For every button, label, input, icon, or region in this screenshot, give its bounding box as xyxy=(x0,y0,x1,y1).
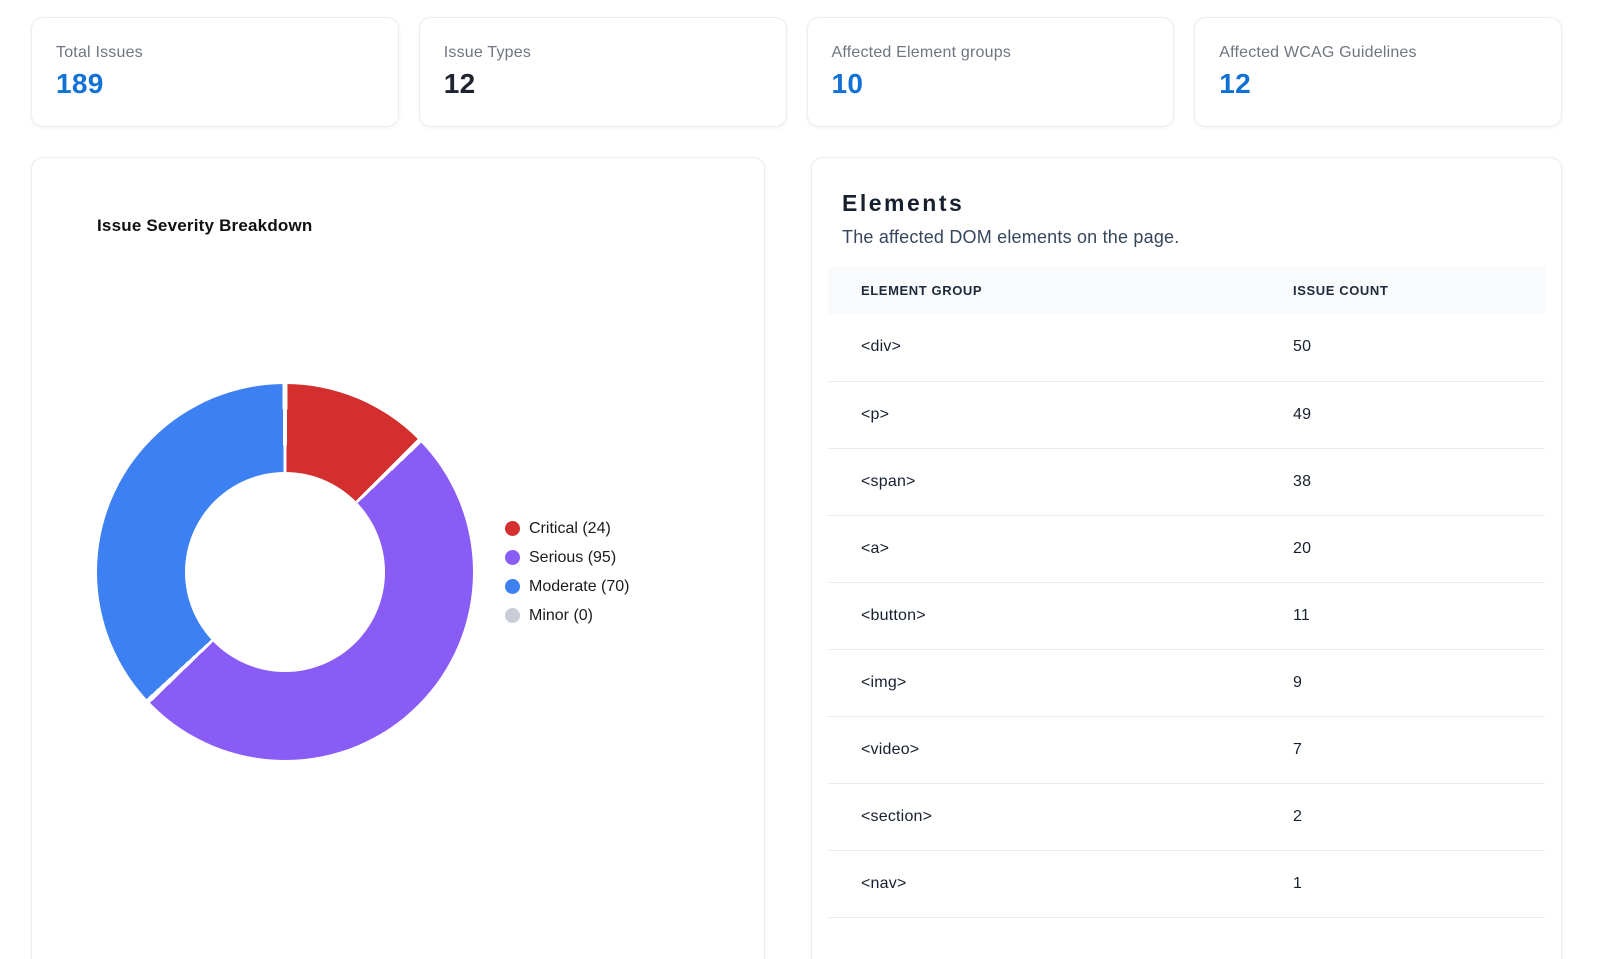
dashboard-page: Total Issues 189 Issue Types 12 Affected… xyxy=(31,17,1562,959)
table-row: <p> 49 xyxy=(828,381,1545,449)
table-row: <nav> 1 xyxy=(828,850,1545,918)
main-row: Issue Severity Breakdown Critical (24) S… xyxy=(31,157,1562,959)
elements-subtitle: The affected DOM elements on the page. xyxy=(842,227,1180,247)
element-group-cell: <div> xyxy=(828,314,1260,382)
elements-card: Elements The affected DOM elements on th… xyxy=(811,157,1562,959)
legend-item[interactable]: Serious (95) xyxy=(505,549,630,567)
element-group-cell: <a> xyxy=(828,515,1260,583)
stat-label: Affected Element groups xyxy=(831,44,1012,61)
table-row: <div> 50 xyxy=(828,314,1545,382)
legend-swatch-icon xyxy=(505,608,520,623)
element-group-cell: <section> xyxy=(828,783,1260,851)
stats-row: Total Issues 189 Issue Types 12 Affected… xyxy=(31,17,1562,127)
issue-count-cell: 2 xyxy=(1260,783,1545,851)
stat-card: Total Issues 189 xyxy=(31,17,399,127)
severity-card: Issue Severity Breakdown Critical (24) S… xyxy=(31,157,765,959)
stat-value: 12 xyxy=(443,68,476,99)
table-row: <img> 9 xyxy=(828,649,1545,717)
issue-count-cell: 20 xyxy=(1260,515,1545,583)
element-group-cell: <nav> xyxy=(828,850,1260,918)
stat-value: 189 xyxy=(56,68,104,99)
legend-label: Serious (95) xyxy=(529,548,617,566)
legend-label: Critical (24) xyxy=(529,519,611,537)
legend-swatch-icon xyxy=(505,550,520,565)
element-group-cell: <img> xyxy=(828,649,1260,717)
issue-count-cell: 7 xyxy=(1260,716,1545,784)
stat-value: 10 xyxy=(831,68,864,99)
legend-item[interactable]: Minor (0) xyxy=(505,607,630,625)
legend-label: Minor (0) xyxy=(529,606,594,624)
element-group-cell: <p> xyxy=(828,381,1260,449)
legend-swatch-icon xyxy=(505,521,520,536)
stat-label: Issue Types xyxy=(443,44,532,61)
stat-card: Issue Types 12 xyxy=(418,17,787,127)
donut-hole xyxy=(185,472,385,672)
stat-label: Total Issues xyxy=(56,44,143,61)
severity-donut-chart[interactable] xyxy=(97,384,473,760)
element-group-cell: <video> xyxy=(828,716,1260,784)
column-header-issue-count: ISSUE COUNT xyxy=(1293,282,1389,298)
legend-item[interactable]: Moderate (70) xyxy=(505,578,630,596)
legend-label: Moderate (70) xyxy=(529,577,630,595)
severity-chart-area: Critical (24) Serious (95) Moderate (70)… xyxy=(97,384,764,760)
table-row: <video> 7 xyxy=(828,716,1545,784)
legend-swatch-icon xyxy=(505,579,520,594)
issue-count-cell: 38 xyxy=(1260,448,1545,516)
elements-table: ELEMENT GROUP ISSUE COUNT <div> 50 <p> 4… xyxy=(828,266,1545,918)
stat-label: Affected WCAG Guidelines xyxy=(1219,44,1417,61)
legend-item[interactable]: Critical (24) xyxy=(505,520,630,538)
issue-count-cell: 9 xyxy=(1260,649,1545,717)
elements-title: Elements xyxy=(842,190,965,216)
table-row: <button> 11 xyxy=(828,582,1545,650)
column-header-element-group: ELEMENT GROUP xyxy=(861,282,983,298)
element-group-cell: <button> xyxy=(828,582,1260,650)
severity-legend: Critical (24) Serious (95) Moderate (70)… xyxy=(505,520,630,625)
stat-value: 12 xyxy=(1219,68,1251,99)
table-header-row: ELEMENT GROUP ISSUE COUNT xyxy=(828,266,1545,314)
issue-count-cell: 1 xyxy=(1260,850,1545,918)
issue-count-cell: 11 xyxy=(1260,582,1545,650)
table-row: <section> 2 xyxy=(828,783,1545,851)
element-group-cell: <span> xyxy=(828,448,1260,516)
table-row: <a> 20 xyxy=(828,515,1545,583)
issue-count-cell: 49 xyxy=(1260,381,1545,449)
stat-card: Affected WCAG Guidelines 12 xyxy=(1194,17,1562,127)
stat-card: Affected Element groups 10 xyxy=(806,17,1175,127)
severity-chart-title: Issue Severity Breakdown xyxy=(97,216,313,235)
issue-count-cell: 50 xyxy=(1260,314,1545,382)
table-row: <span> 38 xyxy=(828,448,1545,516)
